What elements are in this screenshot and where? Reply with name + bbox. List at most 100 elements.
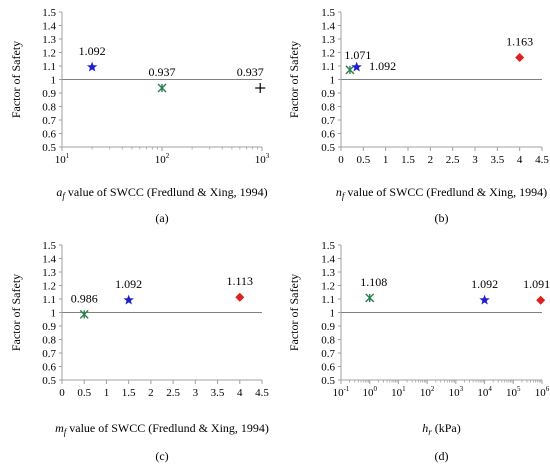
x-tick-label: 101 xyxy=(391,385,406,399)
data-label: 0.937 xyxy=(237,65,264,79)
asterisk-marker xyxy=(79,309,89,319)
y-tick-label: 0.8 xyxy=(321,335,335,347)
data-label: 0.986 xyxy=(71,291,98,305)
panel-label: (a) xyxy=(155,211,168,225)
y-tick-label: 0.8 xyxy=(42,102,56,114)
diamond-marker xyxy=(536,295,546,305)
panel-label: (c) xyxy=(155,449,168,463)
y-tick-label: 1.2 xyxy=(321,281,335,293)
data-label: 1.163 xyxy=(506,34,533,48)
x-tick-label: 101 xyxy=(55,152,70,166)
x-tick-label: 4 xyxy=(517,154,523,166)
data-label: 1.092 xyxy=(115,277,142,291)
y-tick-label: 1.4 xyxy=(42,21,56,33)
chart-panel-b: 0.50.60.70.80.911.11.21.31.41.50 0.5 1 1.5 2… xyxy=(287,7,549,225)
y-tick-label: 0.5 xyxy=(42,375,56,387)
x-tick-label: 104 xyxy=(477,385,492,399)
y-tick-label: 0.6 xyxy=(42,362,56,374)
data-label: 0.937 xyxy=(149,65,176,79)
y-tick-label: 1.2 xyxy=(42,48,56,60)
y-tick-label: 1.4 xyxy=(42,254,56,266)
y-tick-label: 0.5 xyxy=(321,142,335,154)
star-marker xyxy=(86,61,98,72)
star-marker xyxy=(479,294,490,305)
x-tick-label: 2.5 xyxy=(166,387,180,399)
x-tick-label: 1.5 xyxy=(122,387,136,399)
y-tick-label: 0.6 xyxy=(321,129,335,141)
y-tick-label: 1.3 xyxy=(42,34,56,46)
y-tick-label: 1.1 xyxy=(42,294,56,306)
y-tick-label: 0.9 xyxy=(42,321,56,333)
x-tick-label: 0 xyxy=(59,387,65,399)
asterisk-marker xyxy=(365,293,375,303)
data-label: 1.092 xyxy=(79,44,106,58)
y-tick-label: 1.2 xyxy=(321,48,335,60)
x-tick-label: 3 xyxy=(193,387,199,399)
y-tick-label: 1.3 xyxy=(42,267,56,279)
y-tick-label: 1.5 xyxy=(42,7,56,19)
star-marker xyxy=(123,294,134,305)
x-axis-label: mf value of SWCC (Fredlund & Xing, 1994) xyxy=(55,421,269,437)
y-axis-label: Factor of Safety xyxy=(9,41,23,118)
x-tick-label: 0.5 xyxy=(356,154,370,166)
y-tick-label: 1.5 xyxy=(42,240,56,252)
plus-marker xyxy=(255,83,266,94)
asterisk-marker xyxy=(345,65,355,75)
y-tick-label: 0.9 xyxy=(321,321,335,333)
x-axis-label: hr (kPa) xyxy=(422,421,461,437)
y-tick-label: 0.5 xyxy=(321,375,335,387)
y-axis-label: Factor of Safety xyxy=(287,274,301,351)
y-tick-label: 0.8 xyxy=(42,335,56,347)
x-tick-label: 1 xyxy=(383,154,389,166)
x-tick-label: 0 xyxy=(338,154,344,166)
diamond-marker xyxy=(515,52,525,62)
x-tick-label: 0.5 xyxy=(77,387,91,399)
y-tick-label: 0.6 xyxy=(42,129,56,141)
y-axis-label: Factor of Safety xyxy=(9,274,23,351)
x-tick-label: 4 xyxy=(237,387,243,399)
diamond-marker xyxy=(235,292,245,302)
y-tick-label: 0.9 xyxy=(42,88,56,100)
x-axis-label: af value of SWCC (Fredlund & Xing, 1994) xyxy=(56,185,267,201)
x-tick-label: 3.5 xyxy=(490,154,504,166)
y-tick-label: 0.8 xyxy=(321,102,335,114)
x-tick-label: 1.5 xyxy=(401,154,415,166)
y-tick-label: 0.5 xyxy=(42,142,56,154)
data-label: 1.113 xyxy=(226,274,253,288)
x-tick-label: 102 xyxy=(155,152,170,166)
x-tick-label: 3.5 xyxy=(211,387,225,399)
chart-panel-d: 0.50.6 0.70.8 0.91 1.11.2 1.31.4 1.5 10-1 100 10… xyxy=(287,240,550,463)
y-tick-label: 1.4 xyxy=(321,21,335,33)
chart-panel-a: 0.50.6 0.70.8 0.91 1.11.2 1.31.4 1.5 101 102 103… xyxy=(9,7,270,225)
y-tick-label: 0.7 xyxy=(321,115,335,127)
x-tick-label: 3 xyxy=(472,154,478,166)
y-tick-label: 1.5 xyxy=(321,7,335,19)
data-label: 1.091 xyxy=(523,277,550,291)
y-tick-label: 1.4 xyxy=(321,254,335,266)
x-tick-label: 103 xyxy=(255,152,270,166)
data-label: 1.092 xyxy=(369,59,396,73)
y-tick-label: 1.1 xyxy=(42,61,56,73)
data-label: 1.092 xyxy=(471,277,498,291)
y-tick-label: 0.7 xyxy=(42,348,56,360)
y-tick-label: 1.2 xyxy=(42,281,56,293)
x-tick-label: 106 xyxy=(535,385,550,399)
y-tick-label: 1.3 xyxy=(321,267,335,279)
panel-label: (d) xyxy=(435,449,449,463)
y-tick-label: 1.3 xyxy=(321,34,335,46)
y-axis-label: Factor of Safety xyxy=(287,41,301,118)
x-tick-label: 2.5 xyxy=(446,154,460,166)
x-tick-label: 4.5 xyxy=(535,154,549,166)
y-tick-label: 1.5 xyxy=(321,240,335,252)
x-tick-label: 102 xyxy=(420,385,435,399)
x-tick-label: 4.5 xyxy=(255,387,269,399)
x-tick-label: 100 xyxy=(362,385,377,399)
y-tick-label: 1.1 xyxy=(321,294,335,306)
x-axis-label: nf value of SWCC (Fredlund & Xing, 1994) xyxy=(336,185,547,201)
chart-panel-c: 0.50.60.70.80.911.11.21.31.41.50 0.5 1 1.5 2… xyxy=(9,240,269,463)
star-marker xyxy=(351,61,362,72)
panel-label: (b) xyxy=(435,211,449,225)
x-tick-label: 2 xyxy=(428,154,434,166)
x-tick-label: 10-1 xyxy=(333,385,350,399)
